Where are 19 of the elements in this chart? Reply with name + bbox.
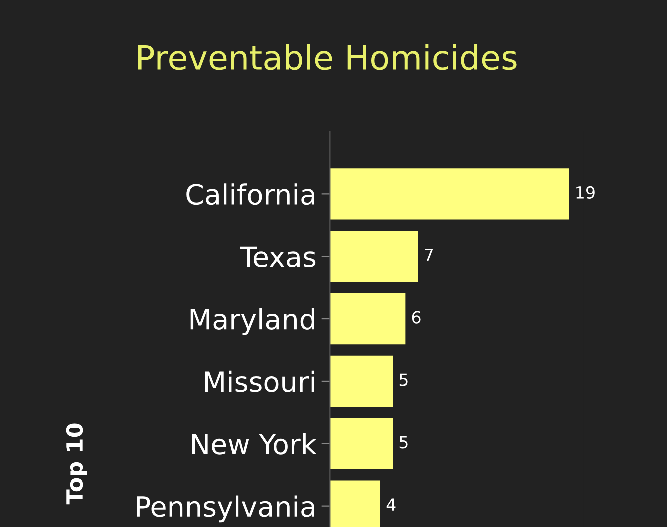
data-label: 5 [400,374,408,386]
data-label: 6 [412,311,421,324]
y-tick-label: New York [192,433,317,455]
data-label: 7 [425,249,433,262]
y-tick-label: Missouri [205,370,314,392]
data-label: 19 [576,186,595,200]
y-tick-label: Texas [240,246,316,268]
y-tick-label: California [186,184,314,206]
bar [330,168,570,220]
bar [330,231,418,282]
data-label: 4 [386,498,396,511]
y-axis-title: Top 10 [66,424,88,505]
y-tick-label: Pennsylvania [137,496,314,523]
y-tick-label: Maryland [190,308,314,336]
bar [330,293,406,345]
data-label: 5 [400,436,408,449]
bar [330,356,394,408]
bar [330,418,394,470]
chart-title: Preventable Homicides [138,44,517,70]
